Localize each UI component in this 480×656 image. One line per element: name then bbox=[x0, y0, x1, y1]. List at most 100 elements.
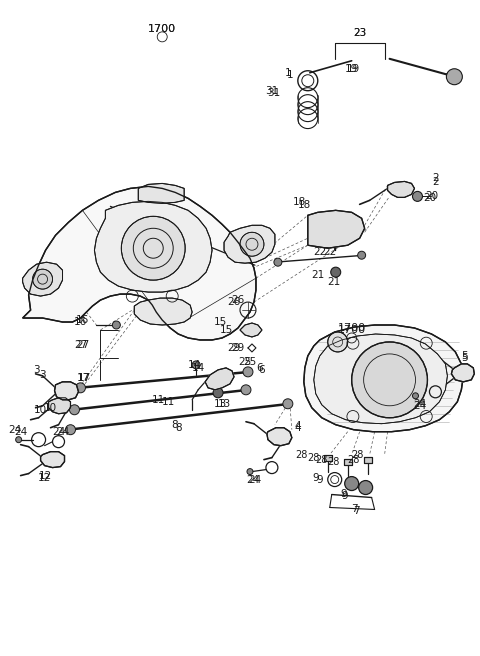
Polygon shape bbox=[387, 182, 415, 197]
Text: 1: 1 bbox=[285, 68, 291, 78]
Text: 24: 24 bbox=[14, 426, 27, 437]
Text: 1700: 1700 bbox=[337, 323, 366, 333]
Text: 29: 29 bbox=[228, 343, 240, 353]
Text: 2: 2 bbox=[432, 173, 439, 184]
Polygon shape bbox=[23, 186, 256, 340]
Text: 27: 27 bbox=[74, 340, 87, 350]
Circle shape bbox=[352, 342, 428, 418]
Bar bbox=[344, 459, 352, 464]
Polygon shape bbox=[23, 262, 62, 296]
Circle shape bbox=[412, 393, 419, 399]
Polygon shape bbox=[41, 451, 64, 468]
Text: 28: 28 bbox=[315, 455, 328, 464]
Text: 3: 3 bbox=[33, 365, 40, 375]
Text: 7: 7 bbox=[351, 504, 358, 514]
Circle shape bbox=[331, 267, 341, 277]
Text: 19: 19 bbox=[345, 64, 358, 73]
Text: 14: 14 bbox=[192, 363, 205, 373]
Text: 26: 26 bbox=[228, 297, 240, 307]
Text: 20: 20 bbox=[425, 192, 438, 201]
Polygon shape bbox=[240, 323, 262, 337]
Circle shape bbox=[358, 251, 366, 259]
Text: 24: 24 bbox=[52, 426, 65, 437]
Bar bbox=[364, 457, 372, 462]
Circle shape bbox=[213, 388, 223, 398]
Text: 22: 22 bbox=[323, 247, 336, 257]
Text: 6: 6 bbox=[259, 365, 265, 375]
Text: 25: 25 bbox=[239, 357, 252, 367]
Polygon shape bbox=[23, 186, 256, 340]
Polygon shape bbox=[55, 382, 78, 400]
Text: 1700: 1700 bbox=[148, 24, 176, 34]
Circle shape bbox=[243, 367, 253, 377]
Text: 15: 15 bbox=[214, 317, 227, 327]
Circle shape bbox=[75, 383, 85, 393]
Text: 16: 16 bbox=[76, 315, 89, 325]
Text: 24: 24 bbox=[246, 474, 260, 485]
Polygon shape bbox=[224, 225, 275, 263]
Circle shape bbox=[247, 468, 253, 474]
Bar bbox=[324, 455, 332, 461]
Polygon shape bbox=[48, 398, 71, 414]
Text: 18: 18 bbox=[298, 200, 312, 211]
Text: 5: 5 bbox=[461, 351, 468, 361]
Text: 13: 13 bbox=[217, 399, 231, 409]
Polygon shape bbox=[304, 325, 463, 432]
Circle shape bbox=[112, 321, 120, 329]
Text: 27: 27 bbox=[76, 340, 89, 350]
Circle shape bbox=[65, 424, 75, 435]
Circle shape bbox=[412, 192, 422, 201]
Text: 28: 28 bbox=[327, 457, 340, 466]
Polygon shape bbox=[387, 182, 415, 197]
Text: 22: 22 bbox=[313, 247, 326, 257]
Polygon shape bbox=[267, 428, 292, 445]
Text: 28: 28 bbox=[296, 449, 308, 460]
Text: 17: 17 bbox=[78, 373, 91, 383]
Text: 31: 31 bbox=[265, 86, 278, 96]
Text: 9: 9 bbox=[341, 491, 348, 501]
Polygon shape bbox=[138, 184, 184, 203]
Text: 17: 17 bbox=[77, 373, 90, 383]
Text: 3: 3 bbox=[39, 370, 46, 380]
Polygon shape bbox=[205, 368, 234, 390]
Text: 12: 12 bbox=[38, 472, 51, 483]
Polygon shape bbox=[224, 225, 275, 263]
Polygon shape bbox=[41, 451, 64, 468]
Text: 11: 11 bbox=[152, 395, 165, 405]
Text: 10: 10 bbox=[44, 403, 57, 413]
Circle shape bbox=[192, 361, 200, 369]
Circle shape bbox=[33, 269, 52, 289]
Polygon shape bbox=[314, 334, 447, 424]
Text: 23: 23 bbox=[353, 28, 366, 38]
Text: 14: 14 bbox=[188, 360, 201, 370]
Polygon shape bbox=[304, 325, 463, 432]
Text: 23: 23 bbox=[353, 28, 366, 38]
Text: 8: 8 bbox=[171, 420, 178, 430]
Text: 21: 21 bbox=[327, 277, 340, 287]
Circle shape bbox=[121, 216, 185, 280]
Text: 9: 9 bbox=[312, 472, 319, 483]
Polygon shape bbox=[451, 364, 474, 382]
Text: 2: 2 bbox=[432, 177, 439, 188]
Circle shape bbox=[446, 69, 462, 85]
Polygon shape bbox=[267, 428, 292, 445]
Text: 9: 9 bbox=[316, 474, 323, 485]
Circle shape bbox=[70, 405, 80, 415]
Text: 11: 11 bbox=[162, 397, 175, 407]
Text: 13: 13 bbox=[214, 399, 227, 409]
Polygon shape bbox=[95, 201, 212, 292]
Text: 25: 25 bbox=[243, 357, 257, 367]
Polygon shape bbox=[134, 298, 192, 325]
Text: 6: 6 bbox=[257, 363, 263, 373]
Circle shape bbox=[328, 332, 348, 352]
Text: 5: 5 bbox=[461, 353, 468, 363]
Circle shape bbox=[16, 437, 22, 443]
Bar bbox=[324, 455, 332, 461]
Text: 29: 29 bbox=[231, 343, 245, 353]
Text: 24: 24 bbox=[8, 424, 21, 435]
Text: 18: 18 bbox=[293, 197, 306, 207]
Circle shape bbox=[283, 399, 293, 409]
Polygon shape bbox=[451, 364, 474, 382]
Text: 21: 21 bbox=[311, 270, 324, 280]
Text: 24: 24 bbox=[413, 401, 426, 411]
